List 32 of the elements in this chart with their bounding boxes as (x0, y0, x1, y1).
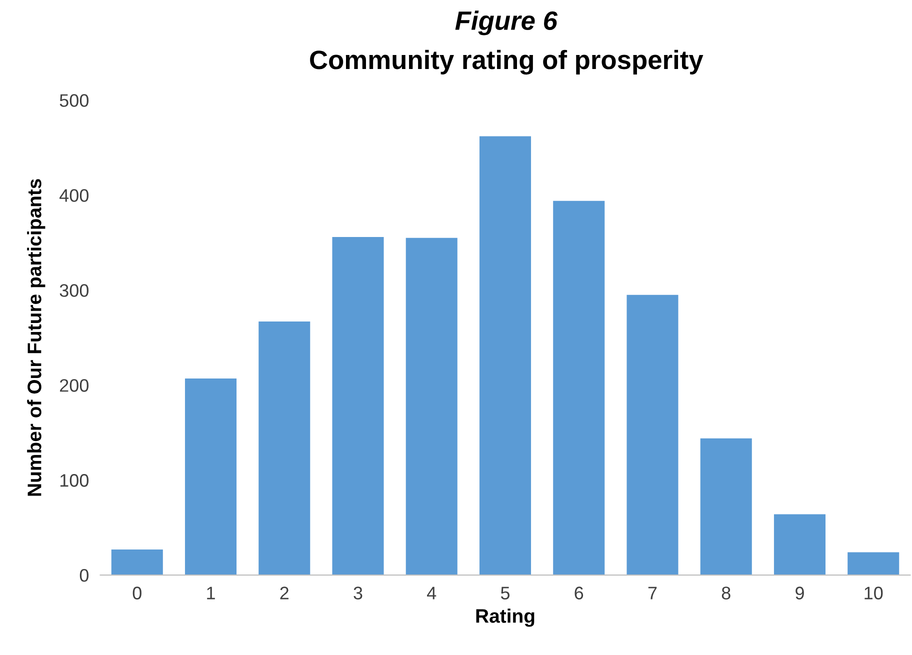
y-tick-label: 0 (80, 569, 89, 582)
x-tick-label: 1 (207, 586, 215, 600)
bar (184, 378, 237, 576)
x-tick-label: 9 (796, 586, 804, 600)
x-tick-label: 0 (132, 586, 142, 600)
bar (700, 438, 752, 576)
bar (258, 322, 310, 576)
bar (332, 236, 384, 576)
x-tick-label: 2 (280, 586, 288, 600)
x-axis-title: Rating (476, 608, 534, 627)
y-axis-title: Number of Our Future participants (27, 179, 46, 496)
bar (626, 294, 678, 576)
x-tick-label: 4 (427, 586, 436, 600)
x-tick-label: 5 (500, 586, 510, 600)
x-tick-label: 3 (354, 586, 362, 600)
x-tick-label: 7 (648, 586, 657, 600)
chart-title: Figure 6 (455, 10, 558, 36)
chart-subtitle: Community rating of prosperity (310, 50, 704, 75)
y-tick-label: 300 (60, 284, 89, 297)
y-tick-label: 500 (60, 94, 89, 107)
bar (553, 200, 605, 576)
y-tick-label: 400 (60, 189, 89, 202)
bar (111, 549, 163, 576)
y-tick-label: 200 (60, 379, 89, 392)
bar (848, 552, 900, 576)
x-tick-label: 10 (864, 586, 883, 600)
y-tick-label: 100 (60, 474, 89, 487)
bar (479, 136, 532, 576)
bar (774, 514, 826, 576)
x-tick-label: 8 (722, 586, 730, 600)
bar (406, 238, 458, 576)
x-tick-label: 6 (574, 586, 584, 600)
